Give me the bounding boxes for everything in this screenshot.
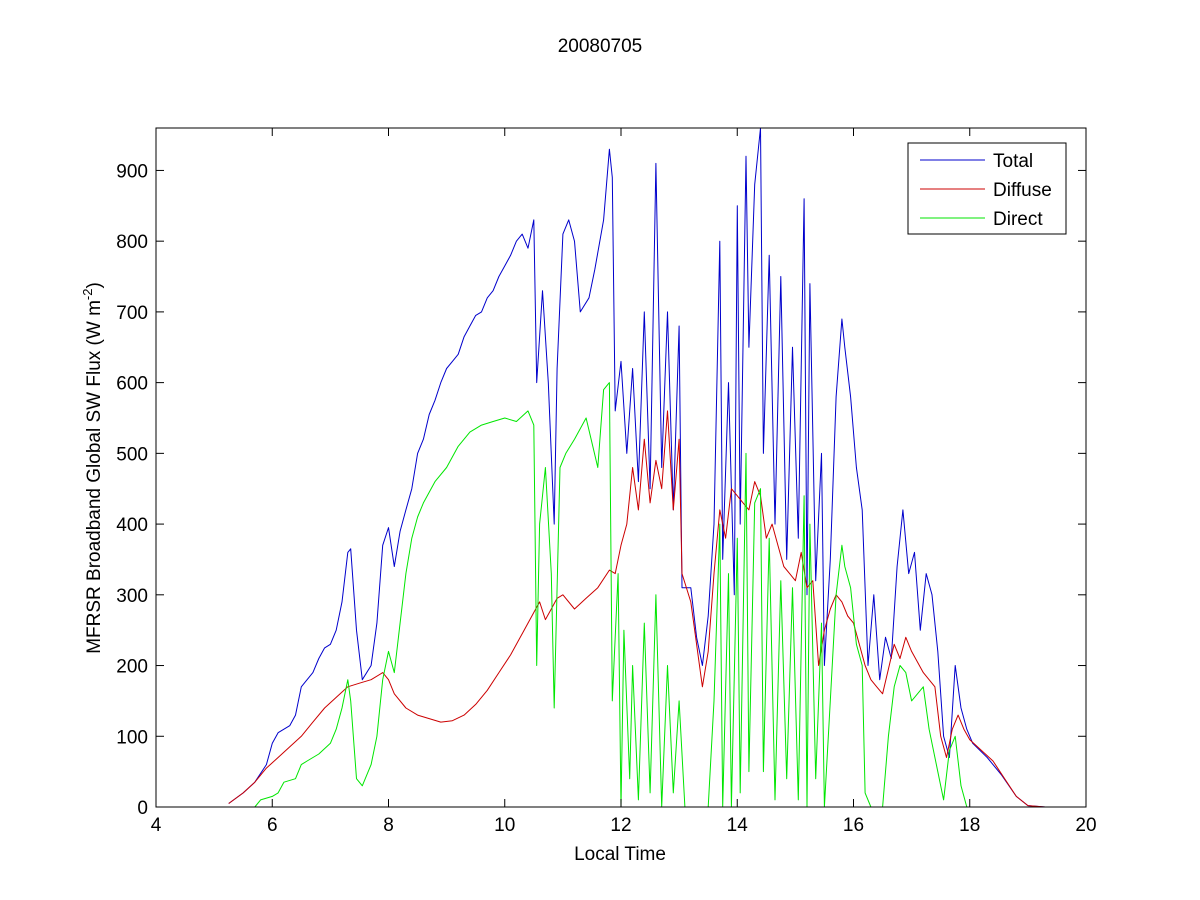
legend: Total Diffuse Direct <box>907 142 1067 235</box>
y-axis-label-close: ) <box>84 282 105 288</box>
y-tick-label: 600 <box>116 374 148 395</box>
chart-title: 20080705 <box>558 36 643 57</box>
series-line-diffuse <box>228 410 1046 808</box>
x-tick-label: 10 <box>494 815 515 836</box>
y-tick-label: 300 <box>116 586 148 607</box>
series-line-total <box>228 127 1046 808</box>
x-tick-label: 8 <box>383 815 394 836</box>
y-axis-label-main: MFRSR Broadband Global SW Flux (W m <box>84 300 105 654</box>
y-tick-label: 0 <box>137 798 148 819</box>
x-tick-label: 16 <box>843 815 864 836</box>
y-tick-label: 700 <box>116 303 148 324</box>
x-tick-label: 12 <box>610 815 631 836</box>
x-tick-label: 18 <box>959 815 980 836</box>
legend-label-total: Total <box>993 151 1033 172</box>
y-axis-label: MFRSR Broadband Global SW Flux (W m-2) <box>80 282 105 654</box>
x-tick-label: 4 <box>151 815 162 836</box>
x-tick-label: 20 <box>1075 815 1096 836</box>
x-tick-label: 6 <box>267 815 278 836</box>
series-line-direct <box>254 382 1046 808</box>
x-axis-label: Local Time <box>574 844 666 865</box>
y-axis-label-superscript: -2 <box>80 289 95 301</box>
y-tick-label: 100 <box>116 727 148 748</box>
legend-label-direct: Direct <box>993 209 1043 230</box>
y-tick-label: 400 <box>116 515 148 536</box>
axis-ticks: 4 6 8 10 12 14 16 18 200100200300400500600700800… <box>116 128 1097 836</box>
y-tick-label: 200 <box>116 657 148 678</box>
y-tick-label: 500 <box>116 444 148 465</box>
plot-area <box>228 127 1046 808</box>
legend-label-diffuse: Diffuse <box>993 180 1052 201</box>
y-tick-label: 900 <box>116 161 148 182</box>
y-tick-label: 800 <box>116 232 148 253</box>
x-tick-label: 14 <box>727 815 749 836</box>
